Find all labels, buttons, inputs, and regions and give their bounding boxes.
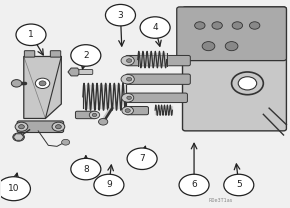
Text: 7: 7 [139,154,145,163]
Circle shape [15,122,28,131]
Text: 8: 8 [83,165,89,174]
Polygon shape [13,134,24,140]
Text: 2: 2 [83,51,89,60]
Circle shape [71,158,101,180]
Text: 4: 4 [152,23,158,32]
Text: R0e3T1as: R0e3T1as [209,198,233,203]
Text: 1: 1 [28,30,34,39]
Circle shape [225,42,238,51]
Circle shape [126,77,132,81]
Circle shape [52,122,65,131]
Circle shape [121,56,134,65]
Circle shape [94,174,124,196]
Circle shape [140,17,170,38]
Circle shape [16,24,46,46]
Circle shape [92,113,97,117]
Circle shape [126,59,132,62]
Circle shape [55,125,61,129]
FancyBboxPatch shape [17,121,64,132]
FancyBboxPatch shape [24,51,35,57]
Circle shape [11,80,22,87]
FancyBboxPatch shape [177,7,287,61]
Circle shape [61,139,70,145]
Circle shape [232,22,242,29]
FancyBboxPatch shape [75,111,96,119]
Circle shape [249,22,260,29]
Text: 5: 5 [236,181,242,189]
Circle shape [99,119,108,125]
Circle shape [202,42,215,51]
FancyBboxPatch shape [126,74,190,84]
Polygon shape [68,68,81,76]
Circle shape [106,4,135,26]
Circle shape [13,133,24,141]
Circle shape [35,78,50,89]
Circle shape [19,125,24,129]
Circle shape [71,45,101,66]
Text: 6: 6 [191,181,197,189]
Circle shape [195,22,205,29]
Circle shape [212,22,222,29]
Circle shape [232,72,263,95]
Circle shape [122,93,134,102]
Circle shape [0,177,30,201]
Circle shape [127,148,157,170]
Text: 10: 10 [8,184,19,193]
Circle shape [127,96,131,99]
Polygon shape [24,57,61,119]
FancyBboxPatch shape [126,56,190,66]
Circle shape [89,111,100,119]
FancyBboxPatch shape [50,51,61,57]
FancyBboxPatch shape [126,106,148,115]
FancyBboxPatch shape [182,7,287,131]
FancyBboxPatch shape [79,69,93,74]
Circle shape [238,77,257,90]
Circle shape [125,109,130,113]
Text: 3: 3 [117,11,123,20]
Circle shape [122,106,133,115]
FancyBboxPatch shape [126,93,187,103]
Circle shape [121,74,134,84]
Circle shape [179,174,209,196]
Circle shape [39,81,46,86]
Text: 9: 9 [106,181,112,189]
Circle shape [224,174,254,196]
